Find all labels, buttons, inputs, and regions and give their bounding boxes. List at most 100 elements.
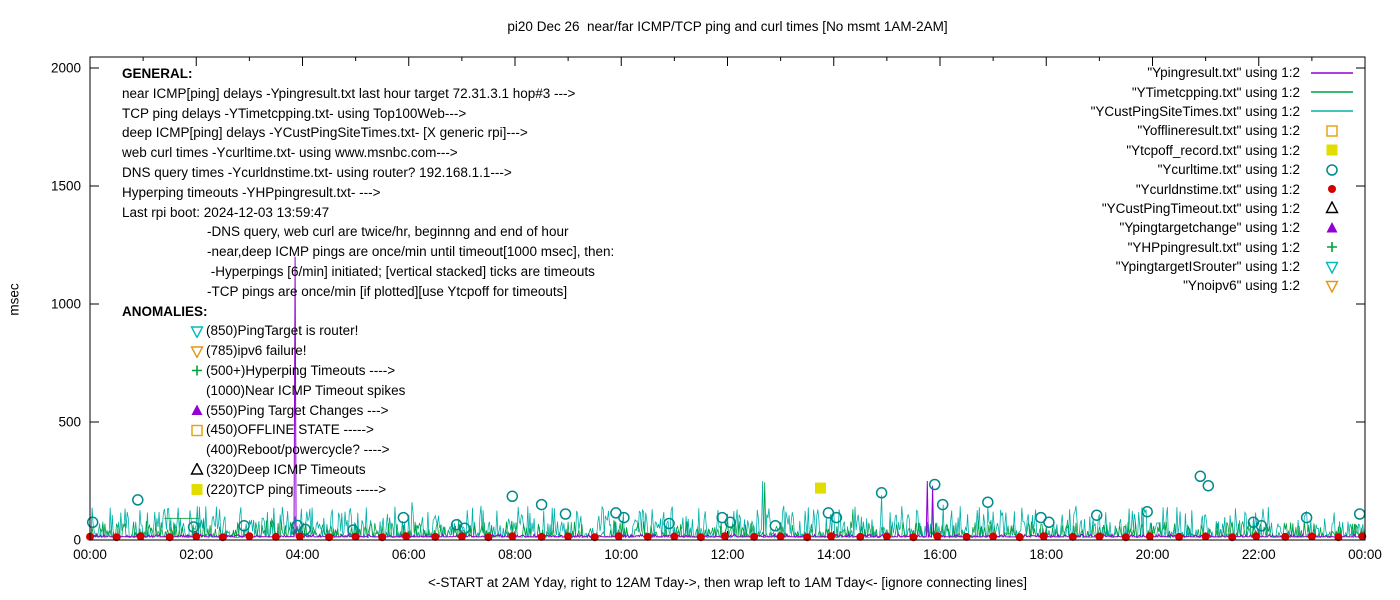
- anomaly-item: (400)Reboot/powercycle? ---->: [122, 440, 614, 460]
- legend-label: "Ynoipv6" using 1:2: [1183, 278, 1300, 294]
- svg-text:20:00: 20:00: [1136, 547, 1170, 562]
- anomaly-item: (500+)Hyperping Timeouts ---->: [122, 361, 614, 381]
- svg-text:04:00: 04:00: [286, 547, 320, 562]
- line-sample-icon: [1308, 85, 1356, 99]
- legend-label: "YTimetcpping.txt" using 1:2: [1131, 84, 1300, 100]
- svg-text:06:00: 06:00: [392, 547, 426, 562]
- svg-text:1000: 1000: [51, 297, 81, 312]
- svg-text:16:00: 16:00: [923, 547, 957, 562]
- anomaly-item: (850)PingTarget is router!: [122, 321, 614, 341]
- anomaly-text: (500+)Hyperping Timeouts ---->: [206, 362, 396, 378]
- general-subline: -TCP pings are once/min [if plotted][use…: [207, 283, 568, 299]
- chart-title: pi20 Dec 26 near/far ICMP/TCP ping and c…: [507, 19, 948, 34]
- open-square-icon: [188, 424, 205, 437]
- general-subline: -DNS query, web curl are twice/hr, begin…: [207, 224, 569, 240]
- general-subline: -near,deep ICMP pings are once/min until…: [207, 244, 615, 260]
- svg-text:00:00: 00:00: [1348, 547, 1382, 562]
- legend-label: "Ypingtargetchange" using 1:2: [1119, 220, 1300, 236]
- legend-label: "Ycurltime.txt" using 1:2: [1157, 162, 1300, 178]
- legend-entry: "YTimetcpping.txt" using 1:2: [1091, 82, 1356, 101]
- plot-annotations: GENERAL: near ICMP[ping] delays -Ypingre…: [122, 64, 614, 500]
- open-triangle-icon: [188, 463, 205, 476]
- general-line: Last rpi boot: 2024-12-03 13:59:47: [122, 204, 330, 220]
- down-triangle-icon: [1308, 279, 1356, 293]
- filled-square-icon: [188, 483, 205, 496]
- plus-icon: [188, 364, 205, 377]
- legend-entry: "Ycurltime.txt" using 1:2: [1091, 160, 1356, 179]
- general-line: Hyperping timeouts -YHPpingresult.txt- -…: [122, 184, 381, 200]
- anomaly-item: (550)Ping Target Changes --->: [122, 401, 614, 421]
- anomaly-item: (1000)Near ICMP Timeout spikes: [122, 381, 614, 401]
- filled-triangle-icon: [188, 404, 205, 417]
- legend-entry: "YCustPingTimeout.txt" using 1:2: [1091, 199, 1356, 218]
- anomaly-item: (320)Deep ICMP Timeouts: [122, 460, 614, 480]
- down-triangle-icon: [1308, 260, 1356, 274]
- open-circle-icon: [1308, 163, 1356, 177]
- filled-circle-icon: [1308, 182, 1356, 196]
- legend-entry: "Ytcpoff_record.txt" using 1:2: [1091, 141, 1356, 160]
- filled-triangle-icon: [1308, 221, 1356, 235]
- legend-entry: "Ypingtargetchange" using 1:2: [1091, 218, 1356, 237]
- filled-square-icon: [1308, 143, 1356, 157]
- legend-label: "YpingtargetISrouter" using 1:2: [1115, 259, 1300, 275]
- plus-icon: [1308, 240, 1356, 254]
- legend-label: "YCustPingSiteTimes.txt" using 1:2: [1090, 103, 1300, 119]
- anomaly-text: (220)TCP ping Timeouts ----->: [206, 481, 387, 497]
- svg-text:12:00: 12:00: [711, 547, 745, 562]
- icon-spacer: [188, 444, 205, 457]
- legend-entry: "Ypingresult.txt" using 1:2: [1091, 63, 1356, 82]
- anomaly-text: (1000)Near ICMP Timeout spikes: [206, 382, 406, 398]
- down-triangle-icon: [188, 345, 205, 358]
- svg-text:00:00: 00:00: [73, 547, 107, 562]
- legend-label: "Ycurldnstime.txt" using 1:2: [1135, 181, 1300, 197]
- anomaly-item: (220)TCP ping Timeouts ----->: [122, 480, 614, 500]
- legend-label: "YCustPingTimeout.txt" using 1:2: [1101, 200, 1300, 216]
- anomalies-heading: ANOMALIES:: [122, 303, 208, 319]
- legend-label: "Yofflineresult.txt" using 1:2: [1137, 123, 1300, 139]
- anomaly-text: (785)ipv6 failure!: [206, 343, 307, 359]
- svg-text:10:00: 10:00: [604, 547, 638, 562]
- general-subline: -Hyperpings [6/min] initiated; [vertical…: [207, 263, 595, 279]
- icon-spacer: [188, 384, 205, 397]
- svg-text:18:00: 18:00: [1029, 547, 1063, 562]
- anomaly-text: (850)PingTarget is router!: [206, 323, 359, 339]
- anomaly-item: (450)OFFLINE STATE ----->: [122, 420, 614, 440]
- line-sample-icon: [1308, 104, 1356, 118]
- anomaly-text: (550)Ping Target Changes --->: [206, 402, 389, 418]
- general-line: TCP ping delays -YTimetcpping.txt- using…: [122, 105, 467, 121]
- open-square-icon: [1308, 124, 1356, 138]
- y-axis-label: msec: [6, 283, 22, 316]
- line-sample-icon: [1308, 66, 1356, 80]
- anomaly-item: (785)ipv6 failure!: [122, 341, 614, 361]
- x-axis-note: <-START at 2AM Yday, right to 12AM Tday-…: [428, 575, 1027, 590]
- legend: "Ypingresult.txt" using 1:2 "YTimetcppin…: [1091, 63, 1356, 296]
- svg-text:02:00: 02:00: [179, 547, 213, 562]
- general-line: deep ICMP[ping] delays -YCustPingSiteTim…: [122, 125, 528, 141]
- anomaly-text: (320)Deep ICMP Timeouts: [206, 461, 366, 477]
- legend-entry: "YCustPingSiteTimes.txt" using 1:2: [1091, 102, 1356, 121]
- svg-text:08:00: 08:00: [498, 547, 532, 562]
- legend-entry: "Ynoipv6" using 1:2: [1091, 276, 1356, 295]
- svg-text:1500: 1500: [51, 179, 81, 194]
- legend-label: "Ytcpoff_record.txt" using 1:2: [1126, 142, 1300, 158]
- svg-text:500: 500: [58, 415, 81, 430]
- legend-entry: "Yofflineresult.txt" using 1:2: [1091, 121, 1356, 140]
- legend-entry: "YHPpingresult.txt" using 1:2: [1091, 238, 1356, 257]
- general-heading: GENERAL:: [122, 66, 193, 81]
- svg-text:2000: 2000: [51, 61, 81, 76]
- open-triangle-icon: [1308, 201, 1356, 215]
- general-line: near ICMP[ping] delays -Ypingresult.txt …: [122, 85, 576, 101]
- svg-text:14:00: 14:00: [817, 547, 851, 562]
- legend-label: "Ypingresult.txt" using 1:2: [1147, 65, 1300, 81]
- down-triangle-icon: [188, 325, 205, 338]
- legend-entry: "YpingtargetISrouter" using 1:2: [1091, 257, 1356, 276]
- svg-text:22:00: 22:00: [1242, 547, 1276, 562]
- general-line: web curl times -Ycurltime.txt- using www…: [122, 145, 458, 161]
- legend-entry: "Ycurldnstime.txt" using 1:2: [1091, 179, 1356, 198]
- svg-text:0: 0: [73, 533, 81, 548]
- anomaly-text: (450)OFFLINE STATE ----->: [206, 422, 374, 438]
- general-line: DNS query times -Ycurldnstime.txt- using…: [122, 164, 512, 180]
- anomaly-text: (400)Reboot/powercycle? ---->: [206, 442, 390, 458]
